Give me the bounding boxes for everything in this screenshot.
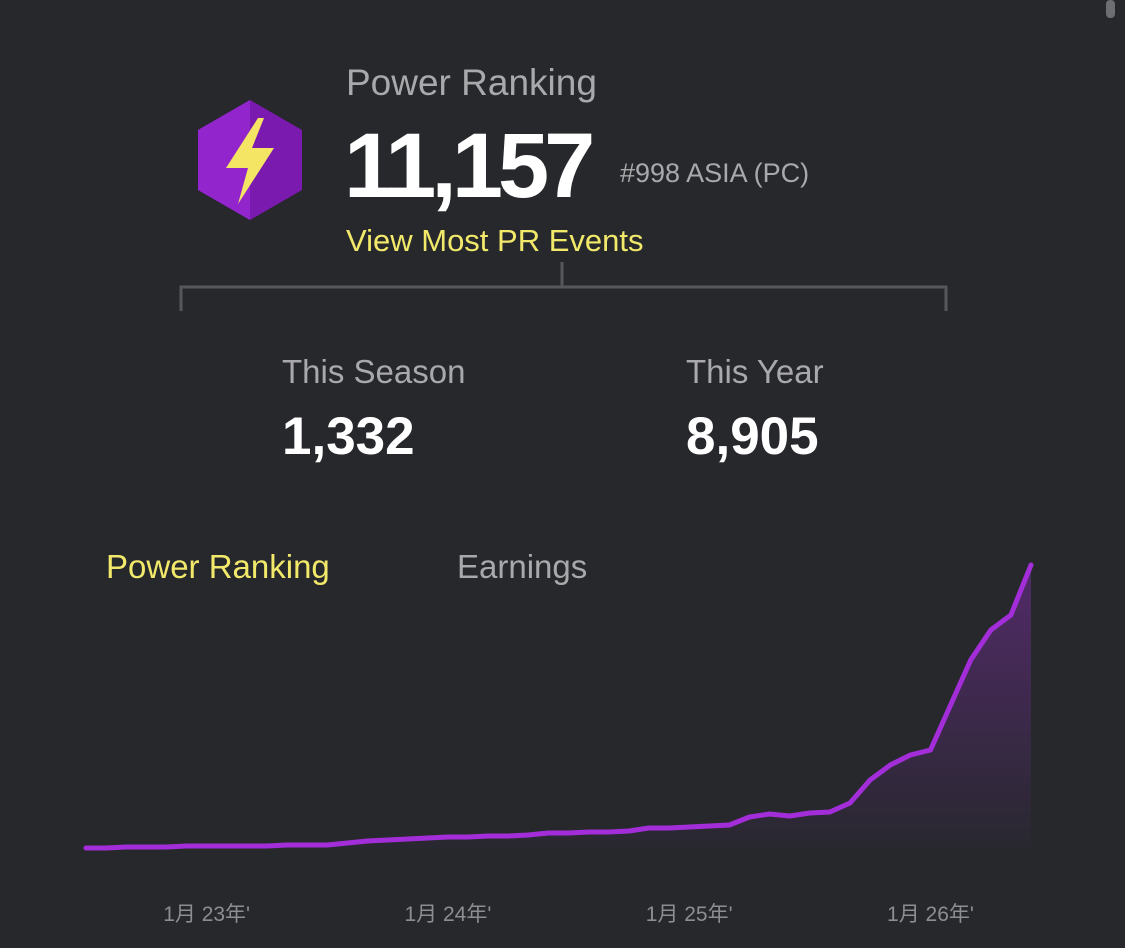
tab[interactable]: Power Ranking [106, 548, 330, 585]
tab[interactable]: Earnings [457, 548, 587, 585]
line [83, 562, 1034, 851]
stat-label: This Year [686, 353, 824, 390]
x-tick-label: 1月 26年' [887, 903, 974, 926]
x-tick-label: 1月 25年' [646, 903, 733, 926]
title: Power Ranking [346, 62, 597, 103]
pr-events-link[interactable]: View Most PR Events [346, 223, 643, 258]
score: 11,157 [344, 115, 592, 217]
pr-icon [198, 100, 302, 220]
x-tick-label: 1月 24年' [404, 903, 491, 926]
area-fill [86, 565, 1031, 848]
chart: 1月 23年' 1月 24年' 1月 25年' 1月 26年' [83, 562, 1034, 926]
x-tick-label: 1月 23年' [163, 903, 250, 926]
stat-value: 1,332 [282, 407, 415, 466]
scrollbar[interactable] [1106, 0, 1115, 18]
stat-label: This Season [282, 353, 465, 390]
region-rank: #998 ASIA (PC) [620, 158, 809, 188]
bracket [179, 262, 948, 311]
stat-value: 8,905 [686, 407, 819, 466]
